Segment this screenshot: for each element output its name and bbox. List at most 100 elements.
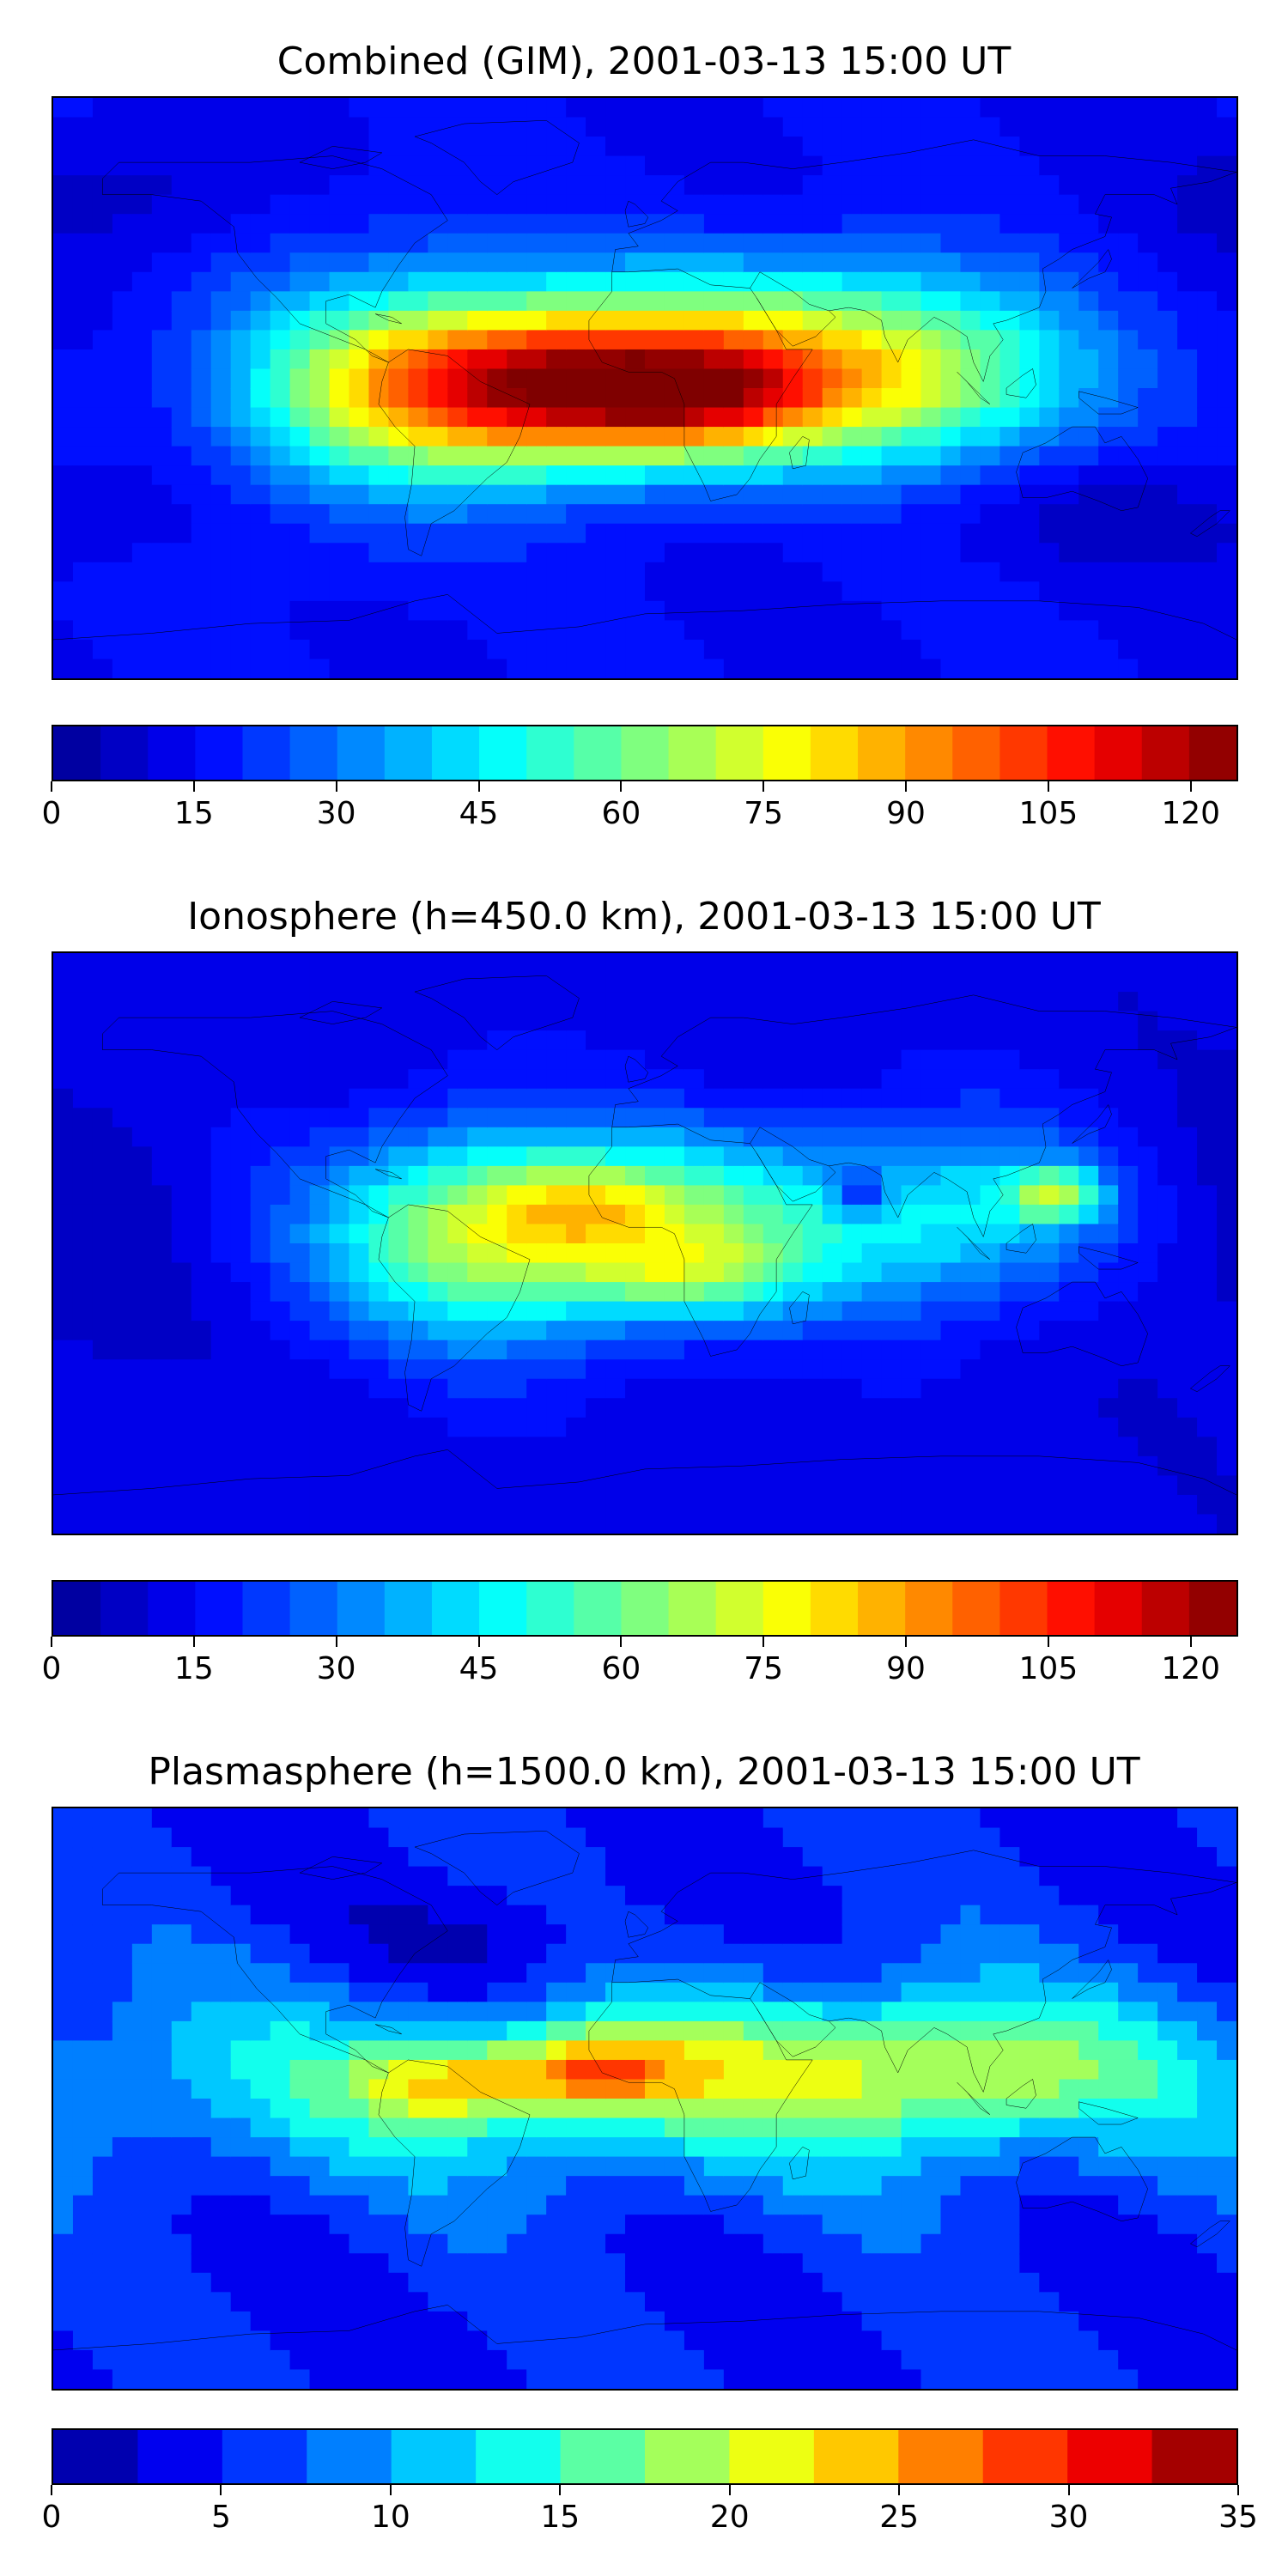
tec-cell (822, 639, 843, 660)
tec-cell (151, 1866, 173, 1887)
tec-cell (802, 484, 823, 506)
tec-cell (447, 1224, 469, 1245)
tec-cell (447, 368, 469, 390)
tec-cell (1039, 659, 1060, 678)
tec-cell (920, 1165, 942, 1187)
tec-cell (999, 1146, 1021, 1167)
tec-cell (270, 659, 291, 678)
tec-cell (743, 310, 764, 331)
tec-cell (683, 1827, 706, 1849)
tec-cell (270, 2369, 291, 2389)
tec-cell (1157, 368, 1179, 390)
tec-cell (230, 1243, 252, 1264)
tec-cell (920, 137, 942, 157)
tec-cell (703, 1943, 726, 1965)
tec-cell (940, 1011, 962, 1032)
tec-cell (920, 562, 942, 583)
tec-cell (920, 427, 942, 447)
tec-cell (723, 1301, 744, 1322)
tec-cell (940, 1146, 962, 1167)
tec-cell (723, 1049, 744, 1071)
tec-cell (645, 1866, 666, 1887)
tec-cell (112, 1437, 134, 1457)
tec-cell (368, 1282, 390, 1303)
tec-cell (289, 233, 311, 254)
tec-cell (664, 972, 686, 993)
tec-cell (920, 175, 942, 196)
tec-cell (368, 427, 390, 447)
tec-cell (210, 1049, 232, 1071)
tec-cell (645, 2156, 666, 2178)
tec-cell (1118, 581, 1139, 602)
tec-cell (703, 155, 726, 177)
tec-cell (526, 233, 548, 254)
tec-cell (881, 155, 902, 177)
tec-cell (349, 600, 370, 622)
tec-cell (1177, 543, 1199, 563)
tec-cell (901, 1127, 922, 1148)
tec-cell (191, 2215, 212, 2235)
tec-cell (349, 98, 370, 118)
tec-cell (210, 1514, 232, 1534)
tec-cell (72, 1088, 94, 1109)
tec-cell (782, 2311, 804, 2332)
tec-cell (625, 2195, 647, 2216)
tec-cell (762, 1262, 784, 1284)
tec-cell (53, 271, 75, 293)
tec-cell (467, 1243, 489, 1264)
tec-cell (703, 523, 726, 544)
tec-cell (703, 175, 726, 196)
tec-cell (1078, 1359, 1100, 1380)
tec-cell (861, 2002, 883, 2022)
tec-cell (112, 2349, 134, 2371)
tec-cell (329, 1417, 350, 1438)
tec-cell (586, 581, 607, 602)
tec-cell (191, 2040, 212, 2062)
tec-cell (664, 465, 686, 486)
tec-cell (408, 1301, 429, 1322)
tec-cell (1197, 1185, 1218, 1206)
tec-cell (802, 992, 823, 1012)
tec-cell (1039, 562, 1060, 583)
tec-cell (743, 214, 764, 234)
tec-cell (329, 1049, 350, 1071)
tec-cell (72, 98, 94, 118)
tec-cell (802, 1127, 823, 1148)
tec-cell (309, 2002, 331, 2022)
tec-cell (131, 2233, 153, 2255)
tec-cell (250, 98, 271, 118)
tec-cell (861, 581, 883, 602)
tec-cell (683, 1224, 706, 1245)
tec-cell (289, 175, 311, 196)
tec-cell (901, 1321, 922, 1341)
tec-cell (112, 2195, 134, 2216)
tec-cell (861, 271, 883, 293)
tec-cell (309, 504, 331, 525)
tec-cell (92, 1847, 114, 1868)
tec-cell (1019, 1204, 1041, 1225)
tec-cell (683, 1847, 706, 1868)
tec-cell (999, 1204, 1021, 1225)
tec-cell (289, 2079, 311, 2100)
tec-cell (841, 1262, 863, 1284)
tec-cell (1059, 1185, 1080, 1206)
tec-cell (683, 620, 706, 641)
tec-cell (703, 1011, 726, 1032)
tec-cell (1197, 504, 1218, 525)
tec-cell (586, 600, 607, 622)
tec-cell (822, 1808, 843, 1829)
tec-cell (546, 330, 568, 351)
tec-cell (762, 1417, 784, 1438)
tec-cell (743, 427, 764, 447)
tec-cell (1019, 1165, 1041, 1187)
tec-cell (191, 194, 212, 216)
tec-cell (467, 1455, 489, 1477)
tec-cell (960, 1359, 981, 1380)
tec-cell (526, 2059, 548, 2081)
tec-cell (447, 252, 469, 273)
tec-cell (131, 1204, 153, 1225)
tec-cell (53, 1847, 75, 1868)
tec-cell (822, 1321, 843, 1341)
tec-cell (586, 2349, 607, 2371)
tec-cell (1138, 214, 1159, 234)
